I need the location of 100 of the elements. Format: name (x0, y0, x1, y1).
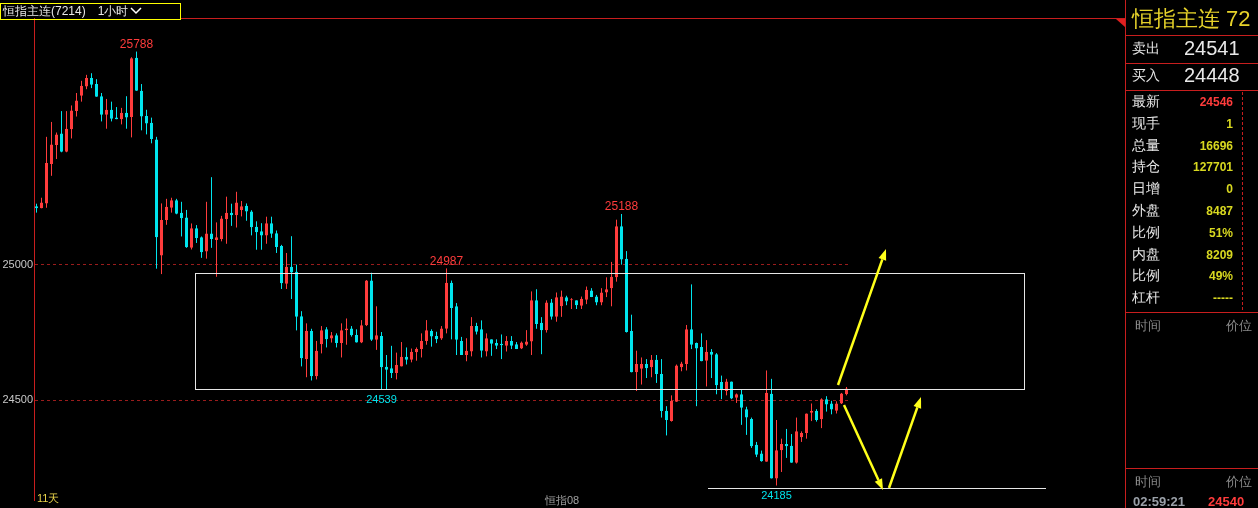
candlestick (550, 298, 553, 321)
category-label: 杠杆 (1132, 289, 1160, 308)
candlestick (475, 322, 478, 335)
category-label: 总量 (1132, 136, 1160, 155)
candlestick (790, 433, 793, 464)
candlestick (535, 288, 538, 330)
text: 时间 (1135, 317, 1161, 335)
text: 8487 (1206, 204, 1233, 218)
candlestick (745, 406, 748, 436)
candlestick (575, 299, 578, 310)
candlestick (665, 405, 668, 436)
candlestick (625, 250, 628, 334)
candlestick (590, 287, 593, 298)
candlestick (250, 209, 253, 236)
candlestick (620, 213, 623, 266)
candlestick (185, 209, 188, 249)
category-label: 日增 (1132, 180, 1160, 199)
chart-subtitle: 1小时 (97, 4, 129, 18)
annotation: 11天 (37, 491, 60, 506)
candlestick (715, 352, 718, 395)
candlestick (60, 110, 63, 153)
candlestick (815, 408, 818, 423)
candlestick (515, 341, 518, 350)
candlestick (450, 280, 453, 340)
candlestick (720, 375, 723, 400)
category-label: 比例 (1132, 267, 1160, 286)
text: 1 (1226, 116, 1233, 131)
candlestick (125, 95, 128, 130)
chart-title: 恒指主连(7214) (3, 4, 86, 18)
category-label: 卖出 (1132, 40, 1160, 58)
text: 恒指主连 72 (1132, 5, 1251, 33)
annotation: 24539 (366, 393, 397, 406)
candlestick (430, 328, 433, 348)
text: 127701 (1192, 160, 1233, 175)
text: 24546 (1199, 95, 1233, 109)
candlestick (335, 332, 338, 348)
candlestick (630, 314, 633, 373)
candlestick (355, 328, 358, 344)
text: 02:59:21 (1133, 494, 1186, 508)
annotation: 24987 (429, 253, 464, 268)
category-label: 最新 (1132, 93, 1160, 111)
candlestick (380, 331, 383, 391)
category-label: 持仓 (1132, 158, 1160, 177)
category-label: 内盘 (1132, 245, 1160, 264)
text: 价位 (1226, 473, 1252, 491)
candlestick (460, 336, 463, 356)
candlestick (695, 342, 698, 407)
annotation: 25788 (119, 36, 154, 51)
y-tick-label: 24500 (2, 393, 33, 406)
candlestick (150, 117, 153, 144)
candlestick (275, 230, 278, 254)
candlestick (730, 381, 733, 400)
candlestick (175, 198, 178, 215)
text: 价位 (1226, 317, 1252, 335)
category-label: 外盘 (1132, 202, 1160, 220)
candlestick (510, 335, 513, 350)
category-label: 现手 (1132, 114, 1160, 133)
category-label: 买入 (1132, 67, 1160, 85)
candlestick (755, 441, 758, 458)
candlestick (195, 224, 198, 244)
candlestick (750, 417, 753, 449)
text: 时间 (1135, 473, 1161, 491)
candlestick (300, 310, 303, 367)
candlestick (405, 346, 408, 366)
candlestick (710, 348, 713, 379)
candlestick (660, 358, 663, 419)
candlestick (155, 136, 158, 270)
candlestick (540, 316, 543, 355)
candlestick (825, 395, 828, 413)
candlestick (830, 400, 833, 415)
candlestick (90, 72, 93, 89)
text: 0 (1226, 182, 1233, 197)
candlestick (95, 78, 98, 98)
candlestick (740, 388, 743, 426)
text: 51% (1208, 225, 1233, 240)
candlestick (690, 283, 693, 350)
text: 16696 (1199, 138, 1233, 153)
candlestick (565, 295, 568, 306)
candlestick (255, 220, 258, 251)
candlestick (140, 83, 143, 131)
candlestick (325, 326, 328, 348)
candlestick (110, 101, 113, 122)
candlestick (770, 378, 773, 479)
candlestick (435, 331, 438, 344)
annotation: 24185 (761, 489, 792, 502)
candlestick (210, 176, 213, 249)
annotation: 25188 (604, 199, 639, 214)
candlestick (270, 216, 273, 239)
candlestick (310, 328, 313, 381)
candlestick (480, 319, 483, 358)
text: 24541 (1184, 37, 1240, 59)
candlestick (260, 222, 263, 251)
candlestick (385, 354, 388, 390)
candlestick (295, 264, 298, 331)
candlestick (495, 338, 498, 350)
candlestick (390, 345, 393, 379)
candlestick (595, 294, 598, 306)
candlestick (200, 235, 203, 259)
candlestick (245, 202, 248, 222)
candlestick (100, 92, 103, 122)
